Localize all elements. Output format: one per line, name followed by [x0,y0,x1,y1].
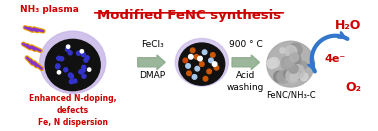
Circle shape [291,59,301,69]
Circle shape [207,69,211,74]
Circle shape [187,71,191,76]
Ellipse shape [267,41,314,87]
Circle shape [276,61,286,71]
Circle shape [85,56,89,60]
Circle shape [76,51,81,55]
Circle shape [286,69,299,83]
Text: 4e⁻: 4e⁻ [325,54,346,64]
Circle shape [79,70,83,74]
Circle shape [81,53,85,57]
Circle shape [183,58,187,63]
Circle shape [73,79,77,83]
Circle shape [280,48,285,53]
Circle shape [290,53,299,62]
Circle shape [189,54,193,59]
Circle shape [212,62,217,66]
Circle shape [277,70,290,83]
Text: FeCl₃: FeCl₃ [141,40,164,49]
Circle shape [68,73,73,77]
Circle shape [299,61,307,69]
Circle shape [269,58,279,68]
Circle shape [209,58,213,63]
Circle shape [289,64,298,73]
Circle shape [57,71,60,74]
Circle shape [200,62,204,66]
Circle shape [267,59,277,68]
Circle shape [69,80,73,84]
Circle shape [285,46,297,57]
Circle shape [191,48,195,53]
Circle shape [194,54,198,59]
Circle shape [81,68,85,72]
Circle shape [202,50,207,54]
Circle shape [294,71,303,80]
Circle shape [60,57,64,61]
Circle shape [56,64,60,68]
Text: Acid
washing: Acid washing [227,71,265,92]
Ellipse shape [40,31,106,93]
Circle shape [211,53,215,57]
Ellipse shape [175,39,228,86]
Circle shape [82,65,86,69]
Ellipse shape [179,43,225,85]
Circle shape [68,51,72,55]
Circle shape [291,65,304,78]
Text: NH₃ plasma: NH₃ plasma [20,5,79,14]
Circle shape [65,47,70,51]
Circle shape [88,68,91,71]
FancyArrow shape [232,55,260,70]
Text: O₂: O₂ [345,81,361,94]
Text: 900 ° C: 900 ° C [229,40,263,49]
Circle shape [282,58,288,64]
Circle shape [290,43,302,56]
Circle shape [186,64,191,68]
Circle shape [290,73,297,81]
Circle shape [285,58,294,67]
Circle shape [64,68,68,72]
Text: Enhanced N-doping,
defects
Fe, N dispersion: Enhanced N-doping, defects Fe, N dispers… [29,94,116,127]
Circle shape [214,66,219,70]
Circle shape [274,71,285,82]
FancyArrow shape [138,55,165,70]
Circle shape [284,69,293,78]
Circle shape [57,56,61,60]
Text: Modified FeNC synthesis: Modified FeNC synthesis [97,9,281,22]
Circle shape [56,65,60,69]
Circle shape [198,56,202,61]
Text: FeNC/NH₃-C: FeNC/NH₃-C [266,91,316,100]
Circle shape [289,53,301,65]
Ellipse shape [45,39,100,91]
Circle shape [192,75,197,79]
Circle shape [203,77,208,81]
Circle shape [80,50,84,53]
Circle shape [84,58,88,62]
Circle shape [300,73,308,81]
Text: DMAP: DMAP [139,71,166,80]
Circle shape [82,74,86,78]
Circle shape [70,74,73,78]
Circle shape [281,56,294,70]
Text: H₂O: H₂O [335,19,361,32]
Circle shape [67,45,70,48]
Circle shape [195,66,200,71]
